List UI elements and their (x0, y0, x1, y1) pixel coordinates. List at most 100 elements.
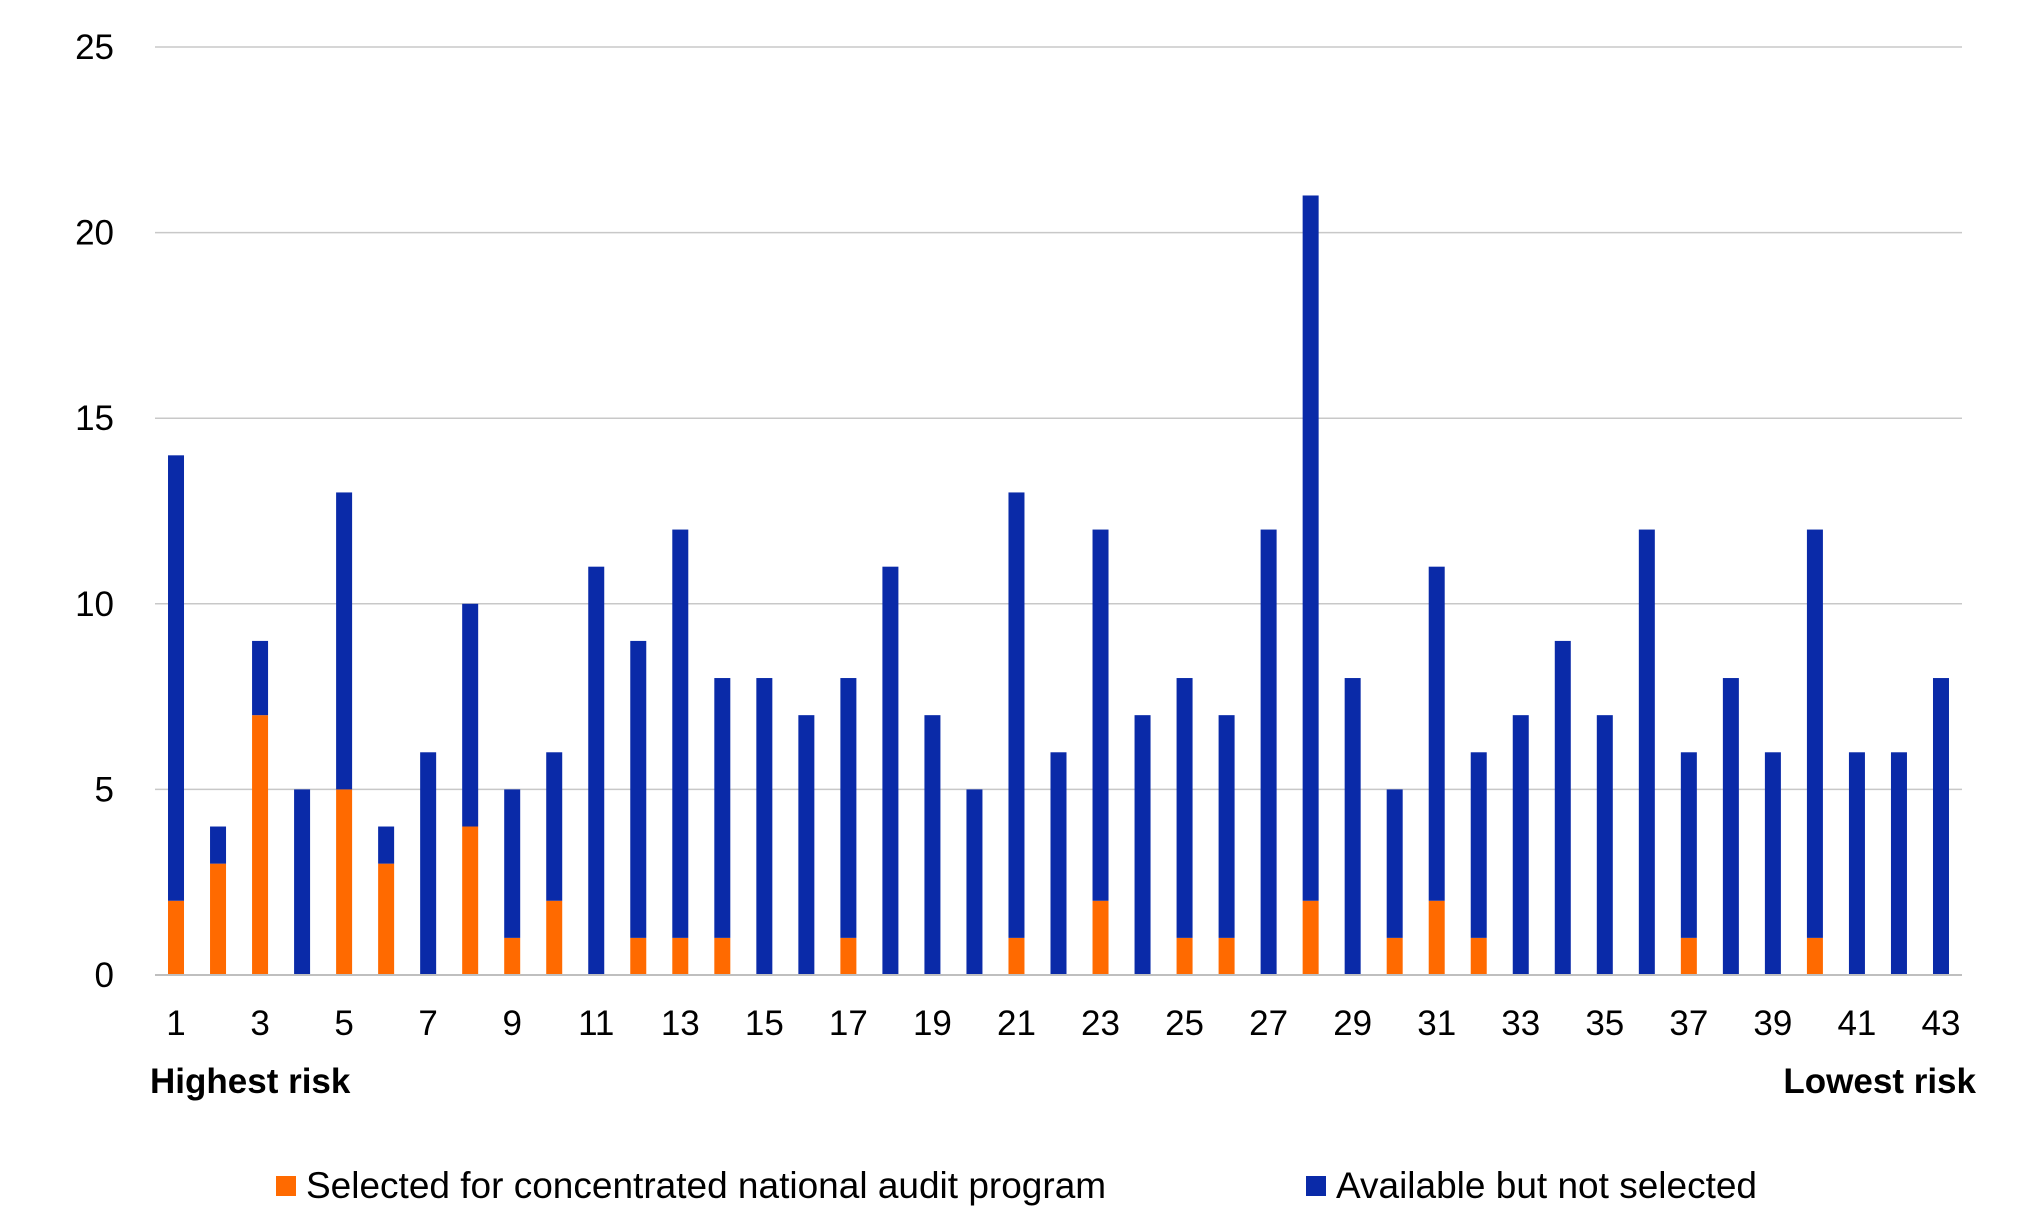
bar-available (1470, 752, 1487, 938)
bar-available (966, 789, 983, 975)
x-tick-label: 19 (913, 1004, 952, 1043)
bar-selected (1386, 937, 1403, 975)
bar-available (630, 640, 647, 938)
bar-available (1134, 715, 1151, 975)
x-tick-label: 29 (1333, 1004, 1372, 1043)
bar-selected (546, 900, 563, 975)
x-tick-label: 43 (1922, 1004, 1961, 1043)
x-axis-tick-labels: 1 3 5 7 9 11 13 15 17 19 21 23 25 27 29 31 33 35 37 39 41 43 (166, 1004, 1960, 1043)
bar-available (546, 752, 563, 901)
bar-available (168, 455, 185, 901)
bar-selected (1470, 937, 1487, 975)
bar-selected (630, 937, 647, 975)
x-tick-label: 5 (334, 1004, 353, 1043)
x-tick-label: 1 (166, 1004, 185, 1043)
bar-available (1638, 529, 1655, 975)
bar-available (1680, 752, 1697, 938)
legend-swatch-selected (276, 1176, 296, 1196)
x-tick-label: 17 (829, 1004, 868, 1043)
bar-available (882, 566, 899, 975)
x-tick-label: 39 (1753, 1004, 1792, 1043)
legend: Selected for concentrated national audit… (276, 1165, 1757, 1206)
bar-available (210, 826, 227, 864)
x-tick-label: 37 (1669, 1004, 1708, 1043)
bar-available (840, 678, 857, 938)
x-tick-label: 15 (745, 1004, 784, 1043)
bar-available (1008, 492, 1025, 938)
x-tick-label: 11 (578, 1004, 614, 1043)
bar-available (1596, 715, 1613, 975)
y-tick-label: 5 (95, 770, 114, 809)
x-tick-label: 25 (1165, 1004, 1204, 1043)
bar-available (1554, 640, 1571, 975)
bar-available (756, 678, 773, 975)
y-tick-label: 20 (75, 214, 114, 253)
bar-available (588, 566, 605, 975)
x-tick-label: 31 (1417, 1004, 1456, 1043)
bar-selected (1428, 900, 1445, 975)
bar-available (1848, 752, 1865, 975)
bar-available (714, 678, 731, 938)
bar-available (672, 529, 689, 938)
bar-available (798, 715, 815, 975)
bar-available (504, 789, 521, 938)
x-tick-label: 3 (250, 1004, 269, 1043)
annotation-lowest-risk: Lowest risk (1783, 1062, 1976, 1101)
bar-selected (1680, 937, 1697, 975)
x-tick-label: 23 (1081, 1004, 1120, 1043)
x-tick-label: 13 (661, 1004, 700, 1043)
bar-selected (378, 863, 395, 975)
y-axis-tick-labels: 0 5 10 15 20 25 (75, 28, 114, 995)
y-tick-label: 15 (75, 399, 114, 438)
bar-selected (840, 937, 857, 975)
bar-selected (1008, 937, 1025, 975)
bar-available (924, 715, 941, 975)
bar-available (1722, 678, 1739, 975)
legend-label-available: Available but not selected (1336, 1165, 1757, 1206)
legend-swatch-available (1306, 1176, 1326, 1196)
bar-selected (1092, 900, 1109, 975)
bar-selected (1302, 900, 1319, 975)
bar-selected (1176, 937, 1193, 975)
bar-available (420, 752, 437, 975)
x-tick-label: 27 (1249, 1004, 1288, 1043)
bar-selected (462, 826, 479, 975)
bar-available (1806, 529, 1823, 938)
bar-available (336, 492, 353, 790)
bar-available (1386, 789, 1403, 938)
bar-selected (714, 937, 731, 975)
annotation-highest-risk: Highest risk (150, 1062, 351, 1101)
bar-selected (168, 900, 185, 975)
y-tick-label: 25 (75, 28, 114, 67)
x-tick-label: 41 (1837, 1004, 1876, 1043)
bar-available (1218, 715, 1235, 938)
bar-available (1260, 529, 1277, 975)
bar-available (462, 603, 479, 827)
legend-label-selected: Selected for concentrated national audit… (306, 1165, 1106, 1206)
bar-selected (672, 937, 689, 975)
bar-available (1050, 752, 1067, 975)
bar-selected (252, 715, 269, 975)
bar-available (1176, 678, 1193, 938)
bar-available (1932, 678, 1949, 975)
bar-available (1428, 566, 1445, 901)
x-tick-label: 33 (1501, 1004, 1540, 1043)
x-tick-label: 9 (502, 1004, 521, 1043)
bar-available (378, 826, 395, 864)
x-tick-label: 21 (997, 1004, 1036, 1043)
bar-selected (210, 863, 227, 975)
bar-selected (336, 789, 353, 975)
bar-available (1764, 752, 1781, 975)
bar-available (1092, 529, 1109, 901)
bar-available (1890, 752, 1907, 975)
bar-available (1512, 715, 1529, 975)
gridlines (155, 46, 1962, 791)
y-tick-label: 0 (95, 956, 114, 995)
bar-available (294, 789, 311, 975)
bars (168, 195, 1949, 975)
bar-selected (504, 937, 521, 975)
bar-selected (1218, 937, 1235, 975)
x-tick-label: 35 (1585, 1004, 1624, 1043)
x-tick-label: 7 (418, 1004, 437, 1043)
